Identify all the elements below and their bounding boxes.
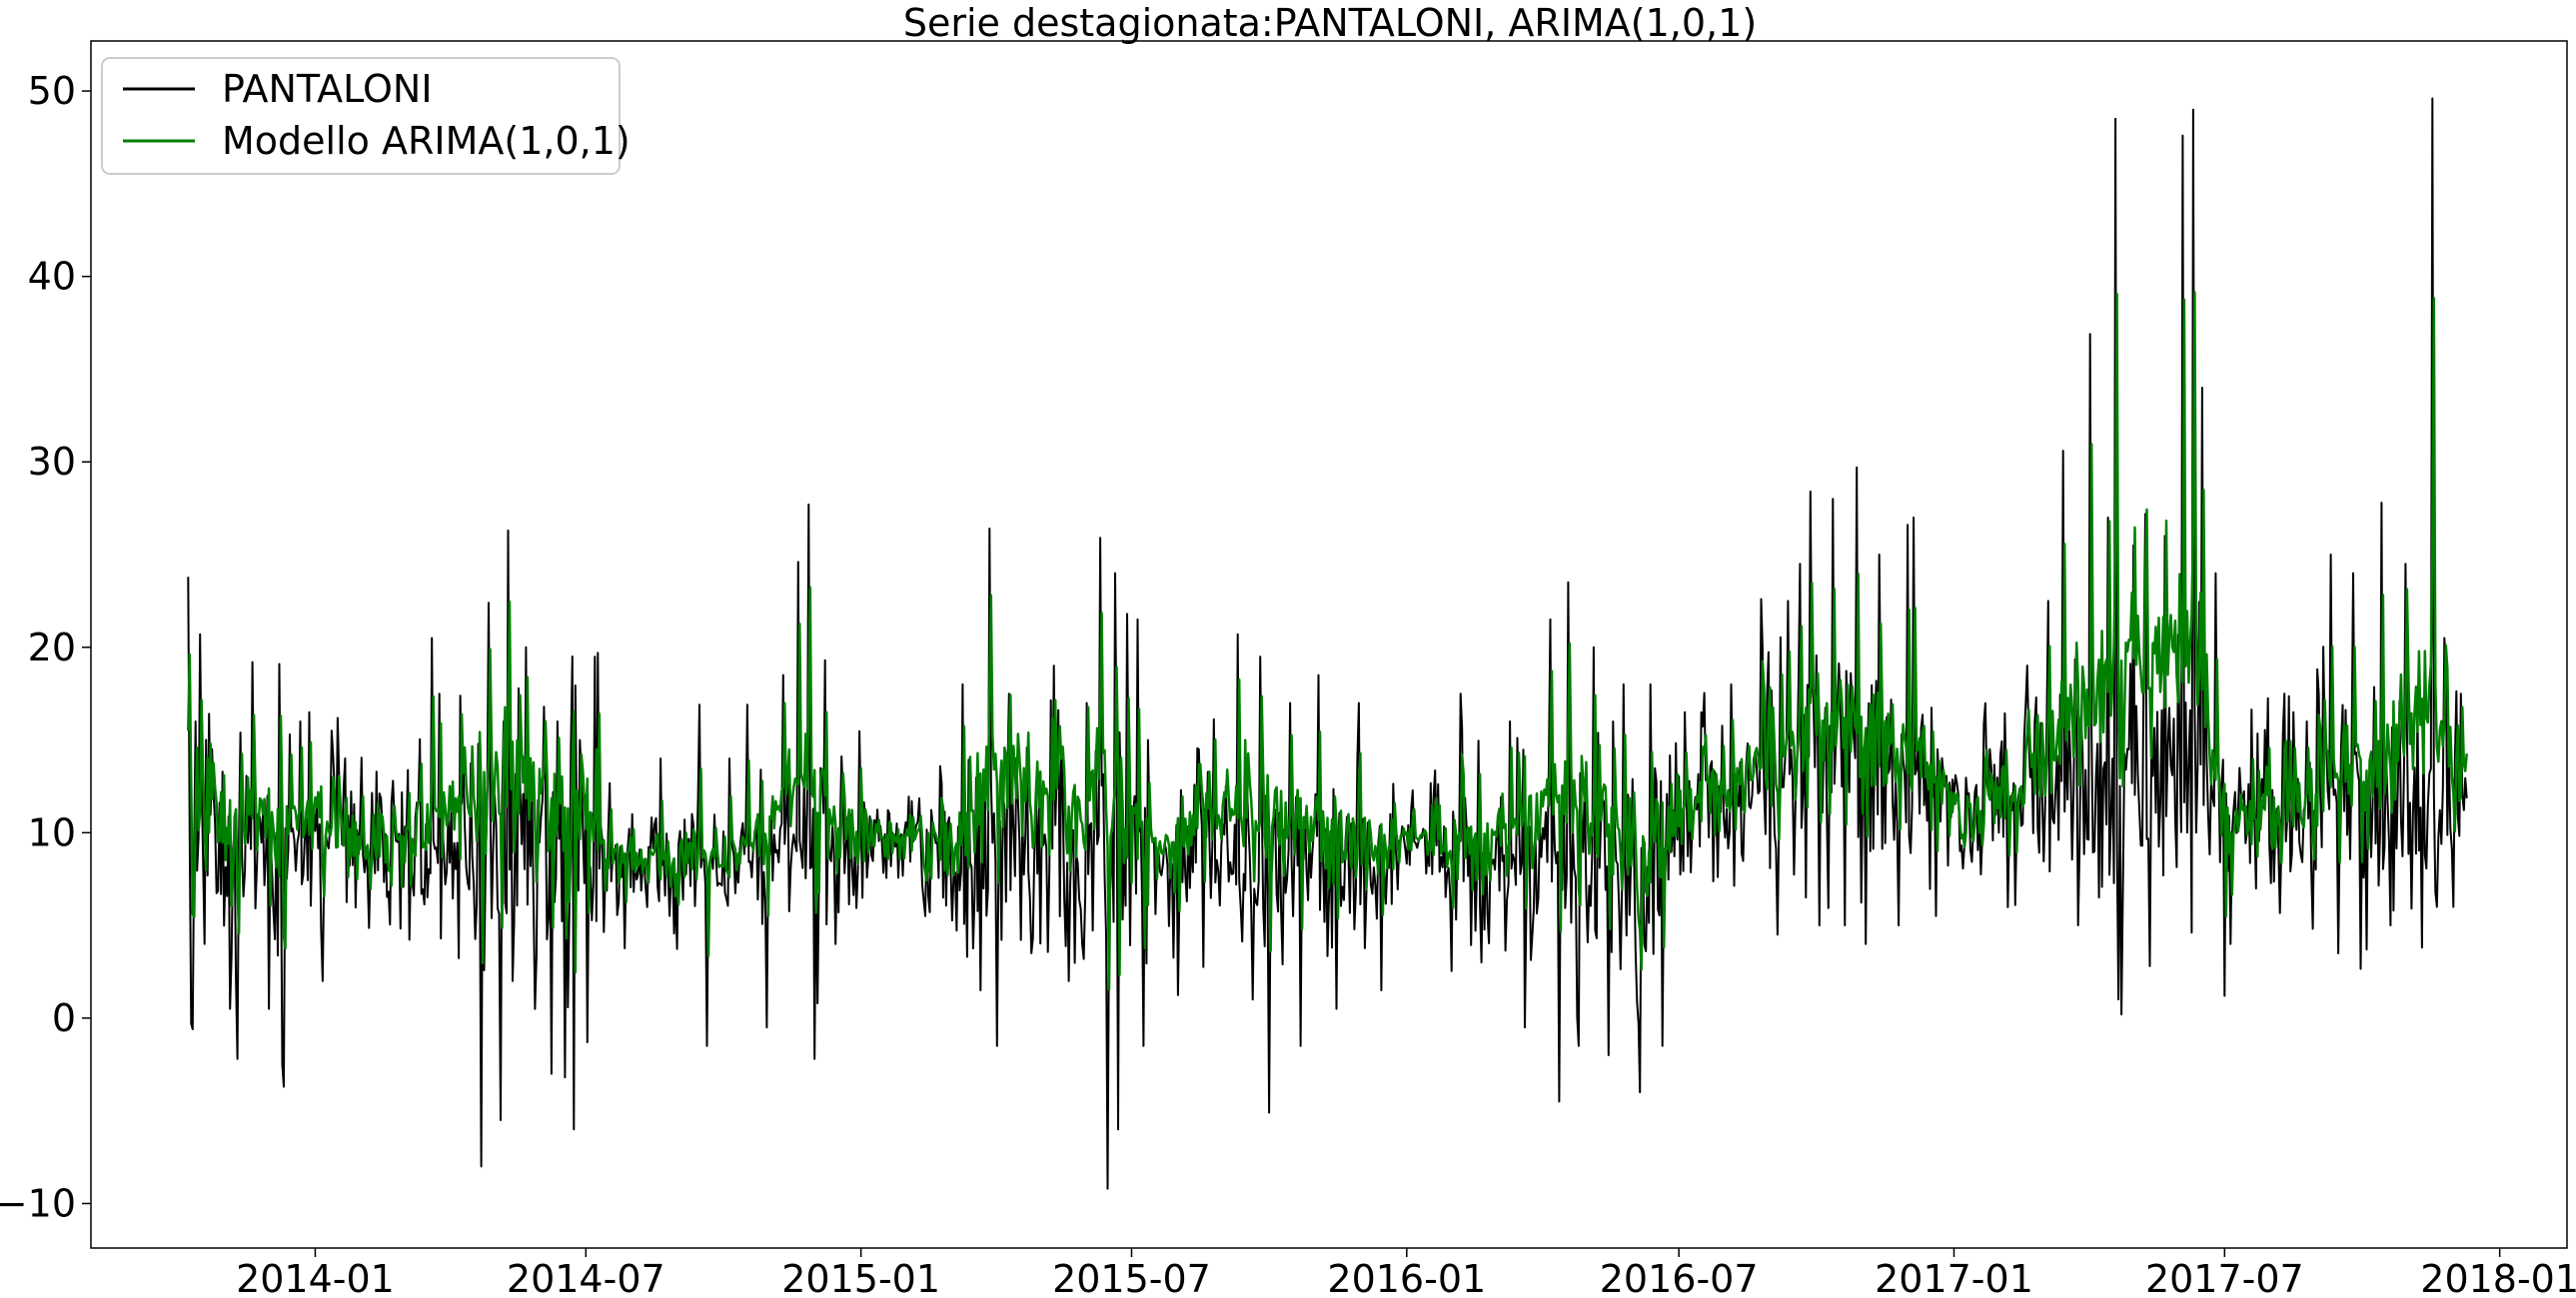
axes: −10 0 10 20 30 40 50 2014-01 2014-07 2015-01 2015-… [0, 40, 2576, 1298]
x-tick-label: 2017-07 [2145, 1257, 2304, 1298]
y-tick-label: 10 [28, 810, 76, 854]
x-tick-label: 2016-01 [1327, 1257, 1486, 1298]
chart-title: Serie destagionata:PANTALONI, ARIMA(1,0,… [903, 1, 1757, 45]
plot-area [187, 97, 2468, 1190]
plot-frame [90, 40, 2568, 1249]
x-tick-label: 2018-01 [2420, 1257, 2576, 1298]
legend: PANTALONI Modello ARIMA(1,0,1) [101, 57, 631, 175]
legend-label-arima: Modello ARIMA(1,0,1) [222, 119, 631, 163]
x-tick-label: 2015-07 [1052, 1257, 1211, 1298]
x-tick-label: 2015-01 [781, 1257, 940, 1298]
legend-box [101, 57, 621, 175]
y-tick-label: 20 [28, 626, 76, 669]
y-tick-label: 40 [28, 255, 76, 299]
y-tick-label: 0 [52, 996, 76, 1040]
y-tick-label: 30 [28, 440, 76, 484]
x-tick-label: 2017-01 [1875, 1257, 2033, 1298]
legend-label-pantaloni: PANTALONI [222, 67, 433, 111]
series-line-pantaloni [187, 97, 2468, 1190]
x-tick-label: 2014-01 [236, 1257, 395, 1298]
series-line-arima [187, 291, 2468, 991]
x-tick-label: 2014-07 [507, 1257, 665, 1298]
y-tick-label: 50 [28, 69, 76, 113]
x-tick-label: 2016-07 [1600, 1257, 1759, 1298]
y-tick-label: −10 [0, 1181, 76, 1225]
